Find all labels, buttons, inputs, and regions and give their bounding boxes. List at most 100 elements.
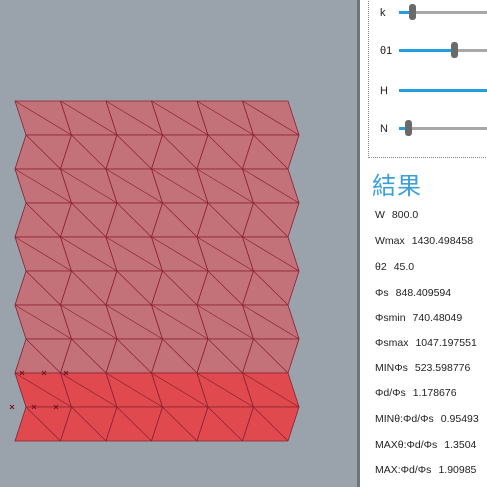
slider-label: k	[380, 7, 386, 19]
result-label: Wmax	[375, 235, 405, 247]
crease-line	[151, 304, 209, 340]
result-label: Φs	[375, 287, 389, 299]
crease-line	[116, 406, 152, 442]
crease-line	[60, 304, 118, 340]
result-value: 848.409594	[395, 287, 452, 299]
result-value: 0.95493	[440, 413, 479, 425]
slider-track[interactable]	[399, 89, 487, 92]
panel-splitter[interactable]	[357, 0, 360, 487]
crease-line	[116, 134, 152, 170]
result-value: 1047.197551	[415, 337, 477, 349]
crease-line	[242, 100, 300, 136]
crease-line	[242, 168, 300, 204]
crease-line	[105, 100, 163, 136]
crease-line	[71, 406, 107, 442]
slider-thumb[interactable]	[451, 42, 458, 58]
result-label: Φsmin	[375, 312, 406, 324]
crease-line	[25, 406, 61, 442]
crease-line	[162, 406, 198, 442]
crease-line	[253, 202, 289, 238]
crease-line	[253, 406, 289, 442]
slider-h[interactable]: H	[369, 79, 487, 99]
slider-thumb[interactable]	[404, 120, 412, 136]
crease-line	[151, 372, 209, 408]
parameter-group: k θ1 H N	[368, 0, 487, 158]
crease-line	[151, 236, 209, 272]
side-panel: k θ1 H N 結果 W 800.0 Wmax 1430.498458 θ2 45.…	[360, 0, 487, 487]
slider-n[interactable]: N	[369, 117, 487, 137]
result-value: 1430.498458	[411, 235, 474, 247]
crease-line	[196, 100, 254, 136]
slider-theta1[interactable]: θ1	[369, 39, 487, 59]
result-value: 45.0	[393, 261, 415, 273]
crease-line	[14, 236, 72, 272]
result-label: Φd/Φs	[375, 387, 406, 399]
crease-line	[71, 270, 107, 306]
crease-line	[151, 168, 209, 204]
crease-line	[105, 236, 163, 272]
crease-line	[25, 134, 61, 170]
crease-line	[105, 168, 163, 204]
slider-label: H	[380, 85, 388, 97]
result-label: MINθ:Φd/Φs	[375, 413, 434, 425]
results-heading: 結果	[372, 172, 422, 200]
crease-line	[162, 134, 198, 170]
fold-faces	[14, 100, 300, 442]
slider-k[interactable]: k	[369, 1, 487, 21]
crease-line	[105, 304, 163, 340]
crease-line	[60, 100, 118, 136]
3d-viewport[interactable]	[0, 0, 357, 487]
node-marker-icon	[9, 404, 15, 410]
node-marker-icon	[53, 404, 59, 410]
crease-line	[207, 202, 243, 238]
crease-line	[253, 134, 289, 170]
slider-thumb[interactable]	[409, 4, 417, 20]
crease-line	[60, 372, 118, 408]
crease-line	[116, 202, 152, 238]
result-row: MAX:Φd/Φs 1.90985	[375, 464, 476, 476]
result-row: Φsmin 740.48049	[375, 312, 462, 324]
crease-line	[207, 134, 243, 170]
result-row: MAXθ:Φd/Φs 1.3504	[375, 439, 476, 451]
result-row: MINΦs 523.598776	[375, 362, 470, 374]
crease-line	[25, 270, 61, 306]
result-label: MAXθ:Φd/Φs	[375, 439, 438, 451]
result-row: W 800.0	[375, 209, 418, 221]
crease-line	[25, 202, 61, 238]
crease-line	[14, 168, 72, 204]
slider-fill	[399, 127, 408, 130]
result-value: 740.48049	[412, 312, 463, 324]
crease-line	[242, 372, 300, 408]
slider-fill	[399, 11, 413, 14]
crease-line	[162, 202, 198, 238]
crease-line	[207, 406, 243, 442]
result-value: 1.178676	[412, 387, 457, 399]
crease-line	[196, 168, 254, 204]
result-label: MAX:Φd/Φs	[375, 464, 432, 476]
result-label: W	[375, 209, 385, 221]
slider-fill	[399, 89, 487, 92]
origami-fold-pattern	[9, 100, 300, 442]
crease-line	[196, 304, 254, 340]
slider-fill	[399, 49, 454, 52]
crease-line	[196, 372, 254, 408]
crease-line	[116, 338, 152, 374]
node-marker-icon	[41, 370, 47, 376]
crease-line	[116, 270, 152, 306]
result-label: MINΦs	[375, 362, 408, 374]
crease-line	[242, 236, 300, 272]
node-markers	[9, 370, 69, 410]
crease-line	[162, 338, 198, 374]
slider-track[interactable]	[399, 11, 487, 14]
crease-line	[207, 338, 243, 374]
crease-line	[60, 168, 118, 204]
crease-line	[71, 134, 107, 170]
slider-label: N	[380, 123, 388, 135]
slider-track[interactable]	[399, 127, 487, 130]
result-value: 1.3504	[444, 439, 477, 451]
slider-track[interactable]	[399, 49, 487, 52]
crease-line	[14, 372, 72, 408]
crease-line	[14, 100, 72, 136]
node-marker-icon	[63, 370, 69, 376]
crease-line	[207, 270, 243, 306]
